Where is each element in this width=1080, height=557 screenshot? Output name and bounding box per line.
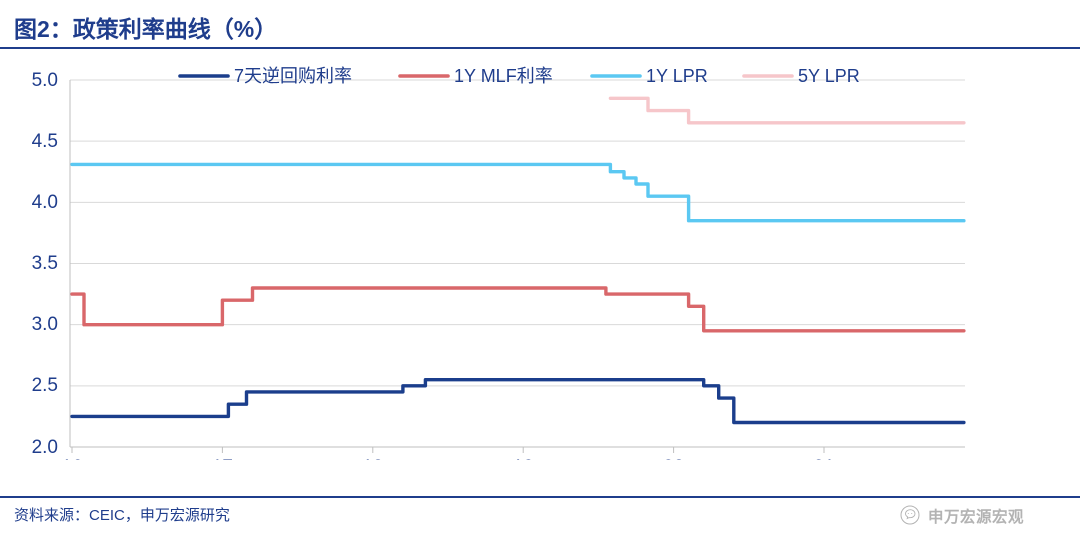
svg-text:4.0: 4.0 xyxy=(32,192,58,213)
svg-text:3.5: 3.5 xyxy=(32,253,58,274)
svg-text:17: 17 xyxy=(212,457,233,460)
svg-text:19: 19 xyxy=(513,457,534,460)
svg-text:3.0: 3.0 xyxy=(32,314,58,335)
svg-text:18: 18 xyxy=(362,457,383,460)
svg-text:4.5: 4.5 xyxy=(32,131,58,152)
svg-text:20: 20 xyxy=(663,457,684,460)
svg-text:1Y MLF利率: 1Y MLF利率 xyxy=(454,66,553,86)
svg-text:2.5: 2.5 xyxy=(32,375,58,396)
svg-text:5Y LPR: 5Y LPR xyxy=(798,66,860,86)
svg-text:16: 16 xyxy=(61,457,82,460)
svg-text:5.0: 5.0 xyxy=(32,70,58,91)
svg-text:2.0: 2.0 xyxy=(32,437,58,458)
svg-text:1Y LPR: 1Y LPR xyxy=(646,66,708,86)
svg-text:21: 21 xyxy=(813,457,834,460)
svg-text:7天逆回购利率: 7天逆回购利率 xyxy=(234,66,352,86)
